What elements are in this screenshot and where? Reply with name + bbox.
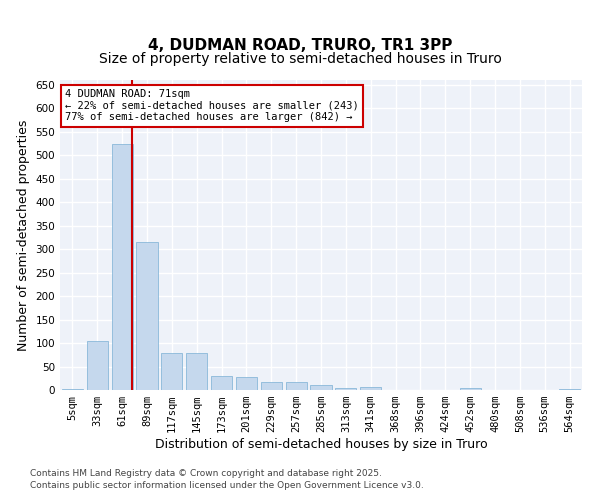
Bar <box>87 341 108 390</box>
Bar <box>161 354 182 390</box>
Bar <box>460 388 481 390</box>
Bar <box>559 389 580 390</box>
Text: Size of property relative to semi-detached houses in Truro: Size of property relative to semi-detach… <box>98 52 502 66</box>
Bar <box>236 377 257 390</box>
Text: Contains HM Land Registry data © Crown copyright and database right 2025.: Contains HM Land Registry data © Crown c… <box>30 468 382 477</box>
Bar <box>286 382 307 390</box>
Bar <box>335 388 356 390</box>
Bar <box>112 144 133 390</box>
Bar <box>360 386 381 390</box>
Bar <box>186 354 207 390</box>
Bar <box>136 242 158 390</box>
Bar <box>261 382 282 390</box>
Bar <box>62 389 83 390</box>
Bar <box>310 386 332 390</box>
Y-axis label: Number of semi-detached properties: Number of semi-detached properties <box>17 120 30 350</box>
Text: 4, DUDMAN ROAD, TRURO, TR1 3PP: 4, DUDMAN ROAD, TRURO, TR1 3PP <box>148 38 452 52</box>
Bar <box>211 376 232 390</box>
Text: Contains public sector information licensed under the Open Government Licence v3: Contains public sector information licen… <box>30 481 424 490</box>
Text: 4 DUDMAN ROAD: 71sqm
← 22% of semi-detached houses are smaller (243)
77% of semi: 4 DUDMAN ROAD: 71sqm ← 22% of semi-detac… <box>65 90 359 122</box>
X-axis label: Distribution of semi-detached houses by size in Truro: Distribution of semi-detached houses by … <box>155 438 487 451</box>
